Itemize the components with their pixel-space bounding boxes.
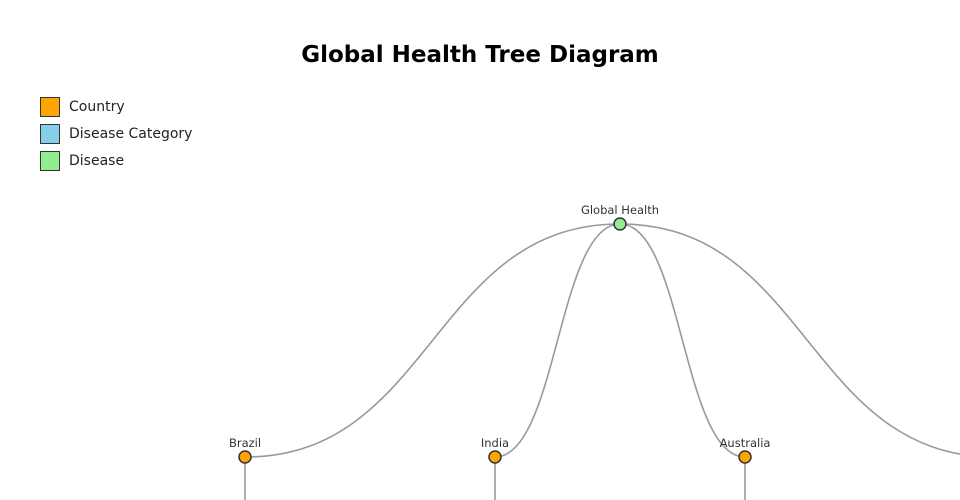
legend-swatch <box>40 150 60 171</box>
tree-node[interactable] <box>488 450 502 464</box>
tree-link <box>494 223 621 458</box>
node-label: India <box>481 436 509 450</box>
node-label: Global Health <box>581 203 659 217</box>
legend-item-disease-category: Disease Category <box>40 120 192 147</box>
tree-link <box>619 223 960 455</box>
legend-swatch <box>40 96 60 117</box>
legend-label: Country <box>69 98 125 115</box>
tree-node[interactable] <box>613 217 627 231</box>
node-label: Australia <box>720 436 771 450</box>
node-label: Brazil <box>229 436 261 450</box>
tree-link <box>244 223 621 458</box>
legend-label: Disease <box>69 152 125 169</box>
legend: Country Disease Category Disease <box>40 93 192 174</box>
legend-swatch <box>40 123 60 144</box>
tree-node[interactable] <box>238 450 252 464</box>
legend-item-country: Country <box>40 93 192 120</box>
legend-item-disease: Disease <box>40 147 192 174</box>
page-title: Global Health Tree Diagram <box>301 42 659 68</box>
legend-label: Disease Category <box>69 125 193 142</box>
tree-node[interactable] <box>738 450 752 464</box>
tree-link <box>619 223 746 458</box>
